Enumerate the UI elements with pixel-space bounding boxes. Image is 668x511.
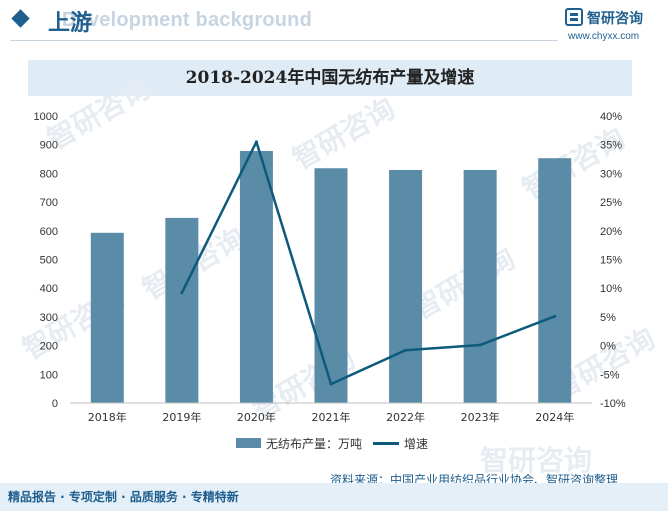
y-right-tick-label: 25% — [600, 197, 622, 209]
y-right-tick-label: -10% — [600, 398, 626, 410]
y-left-tick-label: 100 — [40, 369, 58, 381]
growth-point-2019年 — [180, 291, 184, 295]
axis-layer: 0 100 200 300 400 500 600 700 800 900 1000 -10% -5% 0… — [34, 111, 626, 424]
chart-title-band — [28, 60, 632, 96]
chart-title: 2018-2024年中国无纺布产量及增速 — [185, 68, 475, 88]
line-layer — [180, 140, 557, 386]
y-right-tick-label: 40% — [600, 111, 622, 123]
brand-url[interactable]: www.chyxx.com — [568, 31, 640, 42]
bar-2020年 — [239, 151, 273, 403]
growth-point-2021年 — [329, 382, 333, 386]
y-right-tick-label: 30% — [600, 168, 622, 180]
legend-line-label: 增速 — [404, 437, 429, 451]
y-left-tick-label: 800 — [40, 168, 58, 180]
section-title: 上游 — [48, 11, 93, 36]
y-left-tick-label: 900 — [40, 140, 58, 152]
x-tick-label: 2022年 — [386, 410, 425, 424]
growth-point-2023年 — [478, 343, 482, 347]
brand-logo-icon — [565, 8, 583, 26]
watermark-text: 智研咨询 — [287, 91, 401, 176]
growth-rate-line — [180, 140, 556, 386]
watermark-text: 智研咨询 — [480, 444, 592, 477]
header-watermark: Development background — [62, 9, 312, 31]
growth-point-2024年 — [553, 314, 557, 318]
legend-bar-label: 无纺布产量：万吨 — [266, 437, 363, 451]
header-divider — [10, 40, 558, 41]
x-tick-label: 2021年 — [312, 410, 351, 424]
x-tick-label: 2019年 — [162, 410, 201, 424]
y-right-tick-label: 5% — [600, 312, 616, 324]
bar-2023年 — [463, 169, 497, 403]
y-right-tick-label: 35% — [600, 140, 622, 152]
x-tick-label: 2023年 — [461, 410, 500, 424]
y-right-tick-label: -5% — [600, 369, 620, 381]
x-tick-label: 2018年 — [88, 410, 127, 424]
legend: 无纺布产量：万吨 增速 — [0, 434, 668, 452]
brand-name: 智研咨询 — [587, 11, 643, 27]
bars-layer — [90, 151, 572, 403]
y-left-tick-label: 500 — [40, 255, 58, 267]
y-left-tick-label: 400 — [40, 283, 58, 295]
y-left-tick-label: 0 — [52, 398, 58, 410]
y-left-tick-label: 300 — [40, 312, 58, 324]
bar-2022年 — [389, 169, 423, 403]
bar-2021年 — [314, 168, 348, 403]
watermark-text: 智研咨询 — [517, 121, 631, 206]
y-right-tick-label: 0% — [600, 341, 616, 353]
y-right-tick-label: 15% — [600, 255, 622, 267]
bar-2018年 — [90, 232, 124, 403]
growth-point-2022年 — [404, 348, 408, 352]
y-left-tick-label: 600 — [40, 226, 58, 238]
y-left-tick-label: 700 — [40, 197, 58, 209]
footer-bar — [0, 483, 668, 511]
watermark-text: 智研咨询 — [42, 71, 156, 156]
y-left-tick-label: 1000 — [34, 111, 58, 123]
y-right-tick-label: 20% — [600, 226, 622, 238]
legend-bar-swatch — [236, 438, 261, 448]
legend-line-swatch — [373, 442, 399, 445]
y-left-tick-label: 200 — [40, 341, 58, 353]
growth-point-2020年 — [254, 140, 258, 144]
bar-2024年 — [538, 158, 572, 403]
x-tick-label: 2024年 — [535, 410, 574, 424]
bar-2019年 — [165, 217, 199, 403]
y-right-tick-label: 10% — [600, 283, 622, 295]
footer-tagline: 精品报告 · 专项定制 · 品质服务 · 专精特新 — [8, 490, 239, 504]
x-tick-label: 2020年 — [237, 410, 276, 424]
